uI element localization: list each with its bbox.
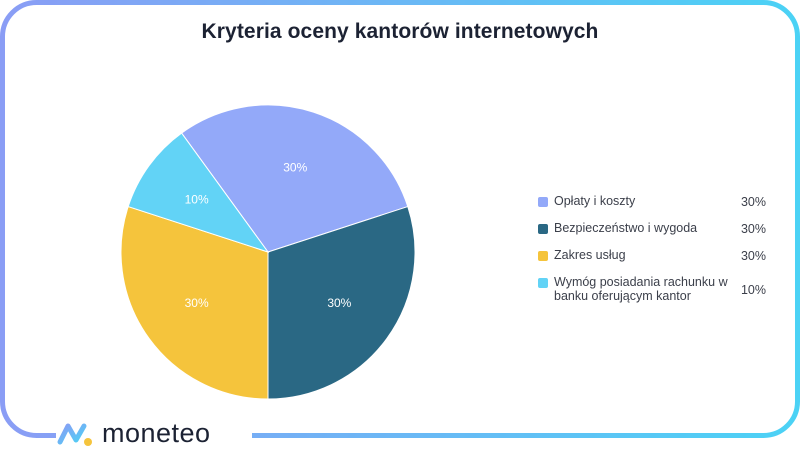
legend-label: Zakres usług: [554, 248, 626, 262]
legend-swatch: [538, 278, 548, 288]
legend-value: 30%: [740, 222, 766, 236]
chart-title: Kryteria oceny kantorów internetowych: [201, 20, 599, 43]
pie-slice-wymog: [127, 132, 270, 253]
legend-value: 30%: [740, 249, 766, 263]
legend-value: 10%: [740, 283, 766, 297]
pie-slice-label: 10%: [185, 192, 209, 206]
legend-label: Bezpieczeństwo i wygoda: [554, 221, 698, 235]
legend-item-oplaty: Opłaty i koszty 30%: [538, 194, 770, 212]
legend-value: 30%: [740, 195, 766, 209]
legend-label: Wymóg posiadania rachunku w banku oferuj…: [554, 275, 728, 303]
legend-item-wymog: Wymóg posiadania rachunku w banku oferuj…: [538, 275, 770, 303]
pie-slice-label: 30%: [283, 160, 307, 174]
legend-swatch: [538, 251, 548, 261]
legend-item-bezpieczenstwo: Bezpieczeństwo i wygoda 30%: [538, 221, 770, 239]
brand-name: moneteo: [102, 417, 211, 448]
legend: Opłaty i koszty 30% Bezpieczeństwo i wyg…: [538, 194, 770, 312]
pie-slice-label: 30%: [185, 296, 209, 310]
brand-logo: moneteo: [56, 416, 252, 450]
legend-label: Opłaty i koszty: [554, 194, 636, 208]
pie-slice-oplaty: [180, 104, 409, 253]
pie-slice-bezpieczenstwo: [267, 205, 416, 400]
legend-swatch: [538, 224, 548, 234]
moneteo-logo-icon: [57, 423, 92, 446]
pie-slice-zakres: [120, 205, 269, 400]
pie-slice-label: 30%: [327, 296, 351, 310]
legend-item-zakres: Zakres usług 30%: [538, 248, 770, 266]
legend-swatch: [538, 197, 548, 207]
